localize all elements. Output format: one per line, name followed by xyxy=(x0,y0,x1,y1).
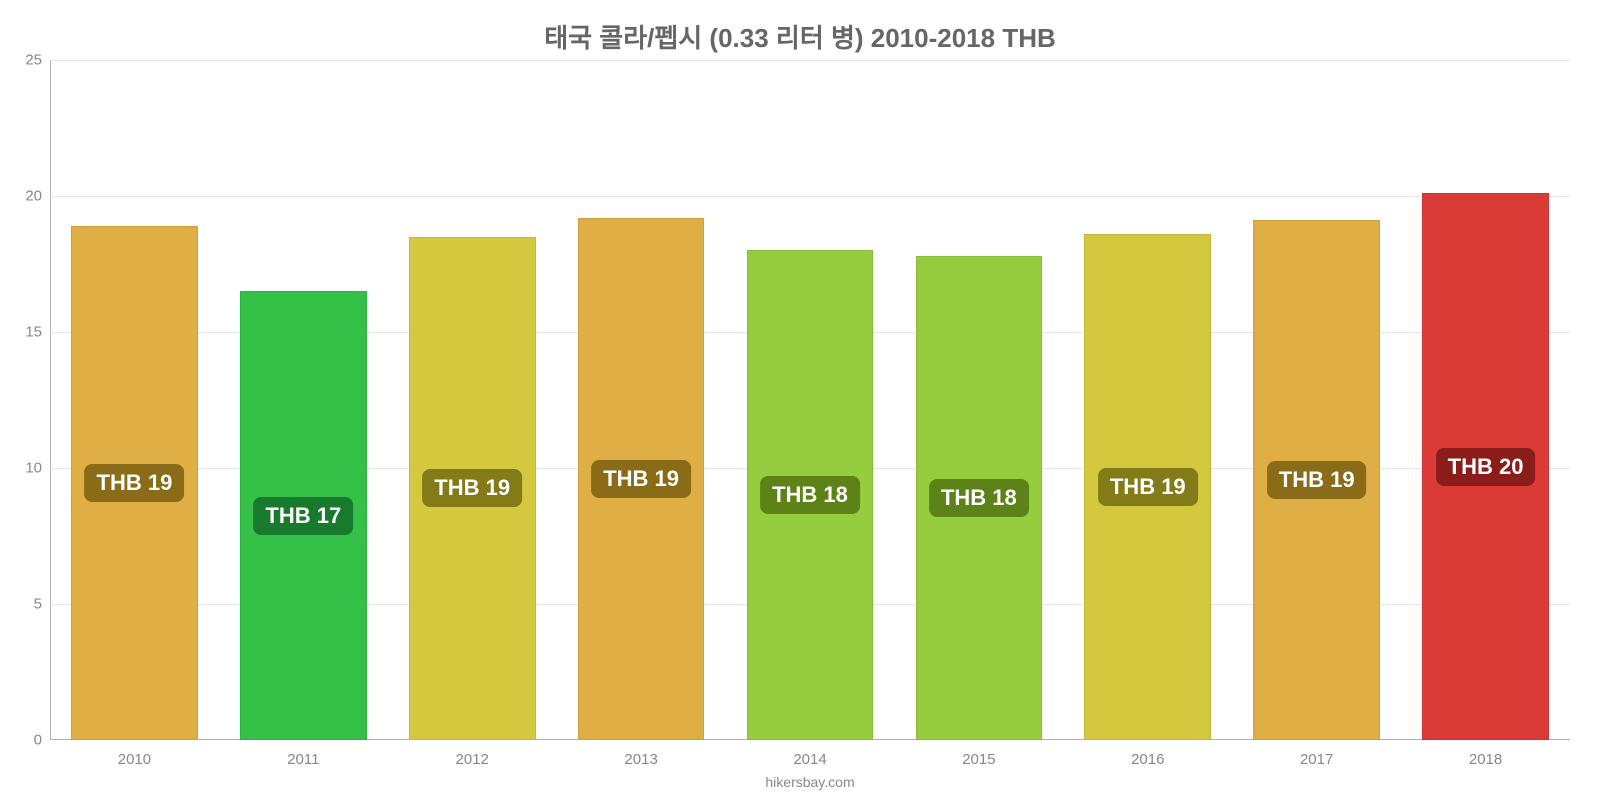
bar: THB 19 xyxy=(1253,220,1380,740)
x-tick-label: 2012 xyxy=(456,751,489,768)
chart-title: 태국 콜라/펩시 (0.33 리터 병) 2010-2018 THB xyxy=(0,18,1600,55)
y-tick-label: 5 xyxy=(2,596,42,613)
bar: THB 20 xyxy=(1422,193,1549,740)
x-tick-label: 2013 xyxy=(624,751,657,768)
bar: THB 17 xyxy=(240,291,367,740)
bars-group: THB 19 THB 17 THB 19 THB 19 THB 18 THB 18 THB … xyxy=(50,60,1570,740)
bar-value-label: THB 17 xyxy=(253,497,353,535)
chart-credit: hikersbay.com xyxy=(50,774,1570,790)
bar: THB 19 xyxy=(1084,234,1211,740)
x-tick-label: 2014 xyxy=(793,751,826,768)
bar-value-label: THB 19 xyxy=(1267,461,1367,499)
bar: THB 18 xyxy=(916,256,1043,740)
bar-value-label: THB 19 xyxy=(85,464,185,502)
bar-value-label: THB 19 xyxy=(1098,468,1198,506)
bar: THB 18 xyxy=(747,250,874,740)
y-tick-label: 15 xyxy=(2,324,42,341)
y-tick-label: 25 xyxy=(2,52,42,69)
x-tick-label: 2010 xyxy=(118,751,151,768)
bar-value-label: THB 18 xyxy=(760,476,860,514)
y-tick-label: 10 xyxy=(2,460,42,477)
x-tick-label: 2015 xyxy=(962,751,995,768)
bar: THB 19 xyxy=(578,218,705,740)
bar-value-label: THB 19 xyxy=(591,460,691,498)
y-tick-label: 0 xyxy=(2,732,42,749)
bar: THB 19 xyxy=(409,237,536,740)
y-tick-label: 20 xyxy=(2,188,42,205)
bar: THB 19 xyxy=(71,226,198,740)
bar-value-label: THB 18 xyxy=(929,479,1029,517)
price-chart: 태국 콜라/펩시 (0.33 리터 병) 2010-2018 THB 0 5 10 1… xyxy=(0,0,1600,800)
plot-area: 0510152025 THB 19THB 17THB 19THB 19THB 1… xyxy=(50,60,1570,740)
x-tick-label: 2018 xyxy=(1469,751,1502,768)
bar-value-label: THB 19 xyxy=(422,469,522,507)
x-tick-label: 2011 xyxy=(287,751,319,768)
x-tick-label: 2017 xyxy=(1300,751,1333,768)
x-tick-label: 2016 xyxy=(1131,751,1164,768)
bar-value-label: THB 20 xyxy=(1436,448,1536,486)
